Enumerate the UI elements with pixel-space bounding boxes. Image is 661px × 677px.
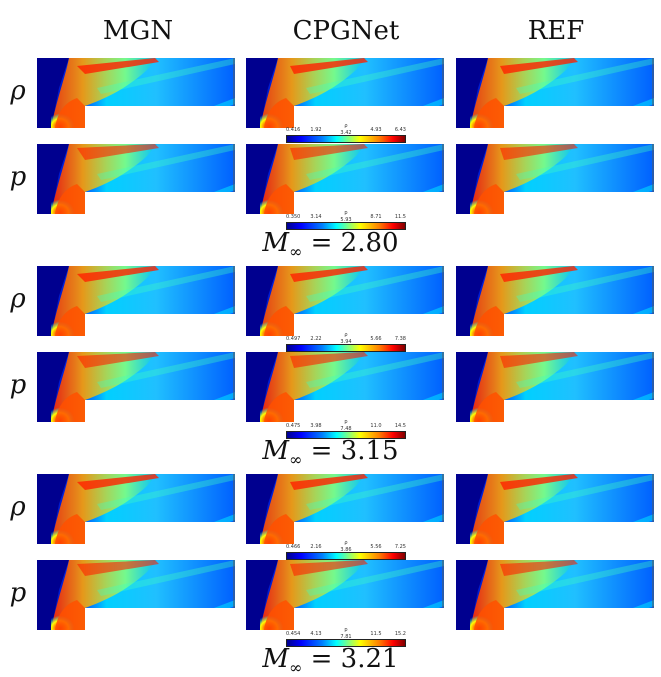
colorbar-tick-label: 3.98 (310, 423, 322, 429)
colorbar-tick-label: 5.93 (340, 217, 352, 223)
colorbar-gradient (286, 431, 406, 439)
mach-subscript: ∞ (289, 450, 303, 470)
mach-value: = 3.21 (310, 644, 399, 674)
colorbar-tick-label: 3.94 (340, 339, 352, 345)
density-field-mgn-group-2 (37, 266, 235, 336)
pressure-colorbar-group-2: p 0.475 3.98 7.48 11.0 14.5 (286, 419, 406, 439)
pressure-field-ref-group-1 (456, 144, 654, 214)
colorbar-tick-label: 4.93 (370, 127, 382, 133)
colorbar-title: ρ (344, 123, 348, 129)
colorbar-gradient (286, 639, 406, 647)
colorbar-tick-label: 4.13 (310, 631, 322, 637)
column-header-ref: REF (527, 16, 585, 46)
colorbar-tick-label: 14.5 (394, 423, 406, 429)
colorbar-tick-label: 1.92 (310, 127, 322, 133)
pressure-field-cpgnet-group-1 (246, 144, 444, 214)
mach-symbol: M (262, 644, 290, 674)
colorbar-tick-label: 2.16 (310, 544, 322, 550)
row-label-pressure: p (9, 162, 27, 192)
row-label-density: ρ (10, 284, 26, 314)
colorbar-tick-label: 2.22 (310, 336, 322, 342)
colorbar-title: ρ (344, 332, 348, 338)
colorbar-tick-label: 5.66 (370, 336, 382, 342)
colorbar-tick-label: 7.25 (394, 544, 406, 550)
colorbar-gradient (286, 552, 406, 560)
row-label-density: ρ (10, 492, 26, 522)
pressure-field-cpgnet-group-2 (246, 352, 444, 422)
pressure-field-ref-group-3 (456, 560, 654, 630)
mach-value: = 2.80 (310, 228, 399, 258)
colorbar-tick-label: 3.42 (340, 130, 352, 136)
density-field-cpgnet-group-1 (246, 58, 444, 128)
density-colorbar-group-2: ρ 0.497 2.22 3.94 5.66 7.38 (286, 332, 406, 352)
mach-number-caption-group-1: M∞ = 2.80 (0, 228, 661, 261)
pressure-field-cpgnet-group-3 (246, 560, 444, 630)
mach-subscript: ∞ (289, 242, 303, 262)
colorbar-tick-label: 7.38 (394, 336, 406, 342)
colorbar-title: p (344, 419, 348, 425)
density-field-cpgnet-group-3 (246, 474, 444, 544)
density-field-ref-group-1 (456, 58, 654, 128)
colorbar-tick-label: 3.86 (340, 547, 352, 553)
pressure-field-mgn-group-3 (37, 560, 235, 630)
colorbar-title: p (344, 210, 348, 216)
colorbar-tick-label: 0.350 (286, 214, 301, 220)
colorbar-title: ρ (344, 540, 348, 546)
colorbar-tick-label: 0.416 (286, 127, 301, 133)
colorbar-tick-label: 0.466 (286, 544, 301, 550)
density-field-ref-group-3 (456, 474, 654, 544)
density-field-cpgnet-group-2 (246, 266, 444, 336)
mach-number-caption-group-2: M∞ = 3.15 (0, 436, 661, 469)
colorbar-tick-label: 0.497 (286, 336, 301, 342)
pressure-field-ref-group-2 (456, 352, 654, 422)
pressure-colorbar-group-1: p 0.350 3.14 5.93 8.71 11.5 (286, 210, 406, 230)
colorbar-gradient (286, 222, 406, 230)
colorbar-tick-label: 6.43 (394, 127, 406, 133)
colorbar-tick-label: 0.475 (286, 423, 301, 429)
density-field-mgn-group-1 (37, 58, 235, 128)
colorbar-tick-label: 0.454 (286, 631, 301, 637)
density-colorbar-group-3: ρ 0.466 2.16 3.86 5.56 7.25 (286, 540, 406, 560)
mach-value: = 3.15 (310, 436, 399, 466)
column-header-mgn: MGN (102, 16, 174, 46)
row-label-pressure: p (9, 370, 27, 400)
colorbar-tick-label: 15.2 (394, 631, 406, 637)
column-header-cpgnet: CPGNet (292, 16, 400, 46)
mach-subscript: ∞ (289, 658, 303, 677)
mach-number-caption-group-3: M∞ = 3.21 (0, 644, 661, 677)
row-label-density: ρ (10, 76, 26, 106)
density-field-ref-group-2 (456, 266, 654, 336)
colorbar-gradient (286, 344, 406, 352)
pressure-colorbar-group-3: p 0.454 4.13 7.81 11.5 15.2 (286, 627, 406, 647)
density-field-mgn-group-3 (37, 474, 235, 544)
colorbar-tick-label: 11.5 (394, 214, 406, 220)
row-label-pressure: p (9, 578, 27, 608)
colorbar-tick-label: 8.71 (370, 214, 382, 220)
colorbar-tick-label: 7.48 (340, 426, 352, 432)
colorbar-tick-label: 3.14 (310, 214, 322, 220)
colorbar-tick-label: 11.5 (370, 631, 382, 637)
colorbar-tick-label: 11.0 (370, 423, 382, 429)
mach-symbol: M (262, 436, 290, 466)
pressure-field-mgn-group-2 (37, 352, 235, 422)
density-colorbar-group-1: ρ 0.416 1.92 3.42 4.93 6.43 (286, 123, 406, 143)
colorbar-gradient (286, 135, 406, 143)
mach-symbol: M (262, 228, 290, 258)
colorbar-tick-label: 5.56 (370, 544, 382, 550)
pressure-field-mgn-group-1 (37, 144, 235, 214)
colorbar-title: p (344, 627, 348, 633)
colorbar-tick-label: 7.81 (340, 634, 352, 640)
